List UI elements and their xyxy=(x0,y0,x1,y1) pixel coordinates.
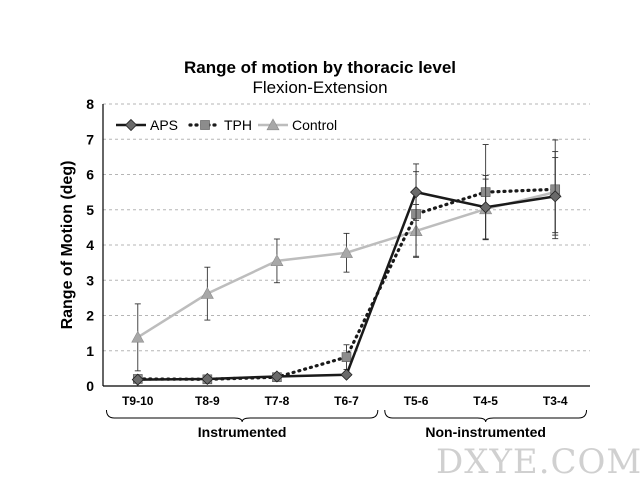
group-brace xyxy=(384,409,588,423)
legend-marker xyxy=(266,118,280,131)
data-point xyxy=(270,370,283,383)
chart-subtitle: Flexion-Extension xyxy=(252,78,387,97)
y-axis-label: Range of Motion (deg) xyxy=(59,161,76,330)
x-tick-label: T9-10 xyxy=(122,394,154,408)
legend-label: Control xyxy=(292,117,337,133)
y-tick-label: 3 xyxy=(86,272,94,288)
y-tick-label: 1 xyxy=(86,343,94,359)
legend-item-control: Control xyxy=(258,117,337,133)
group-label: Instrumented xyxy=(198,424,287,440)
x-tick-labels: T9-10 T8-9 T7-8 T6-7 T5-6 T4-5 T3-4 xyxy=(122,394,568,408)
legend: APS TPH Control xyxy=(116,117,337,133)
data-point xyxy=(410,186,423,199)
legend-item-aps: APS xyxy=(116,117,178,133)
data-point xyxy=(340,368,353,381)
data-point xyxy=(270,254,284,266)
y-tick-label: 7 xyxy=(86,131,94,147)
x-tick-label: T7-8 xyxy=(265,394,290,408)
watermark: DXYE.COM xyxy=(436,442,640,482)
data-point xyxy=(549,190,562,203)
y-tick-label: 4 xyxy=(86,237,94,253)
y-tick-label: 0 xyxy=(86,378,94,394)
legend-label: APS xyxy=(150,117,178,133)
x-tick-label: T5-6 xyxy=(404,394,429,408)
x-tick-label: T8-9 xyxy=(195,394,220,408)
data-point xyxy=(201,372,214,386)
series xyxy=(131,139,562,386)
legend-marker xyxy=(124,118,138,132)
x-tick-label: T4-5 xyxy=(473,394,498,408)
data-point xyxy=(479,201,492,214)
x-tick-label: T3-4 xyxy=(543,394,568,408)
category-groups: Instrumented Non-instrumented xyxy=(105,409,588,440)
data-point xyxy=(200,287,214,299)
y-tick-labels: 0 1 2 3 4 5 6 7 8 xyxy=(86,96,94,394)
data-point xyxy=(339,246,354,258)
series-control xyxy=(131,151,562,372)
legend-label: TPH xyxy=(224,117,252,133)
x-tick-label: T6-7 xyxy=(334,394,359,408)
data-point xyxy=(131,330,145,343)
group-brace xyxy=(105,409,379,423)
y-tick-label: 2 xyxy=(86,308,94,324)
series-aps xyxy=(131,157,562,386)
y-tick-label: 5 xyxy=(86,202,94,218)
y-tick-label: 6 xyxy=(86,167,94,183)
legend-marker xyxy=(200,120,210,130)
group-label: Non-instrumented xyxy=(425,424,546,440)
data-point xyxy=(341,352,352,362)
axes xyxy=(102,104,590,387)
legend-item-tph: TPH xyxy=(188,117,252,133)
data-point xyxy=(131,373,144,386)
y-tick-label: 8 xyxy=(86,96,94,112)
chart-title: Range of motion by thoracic level xyxy=(184,58,456,77)
